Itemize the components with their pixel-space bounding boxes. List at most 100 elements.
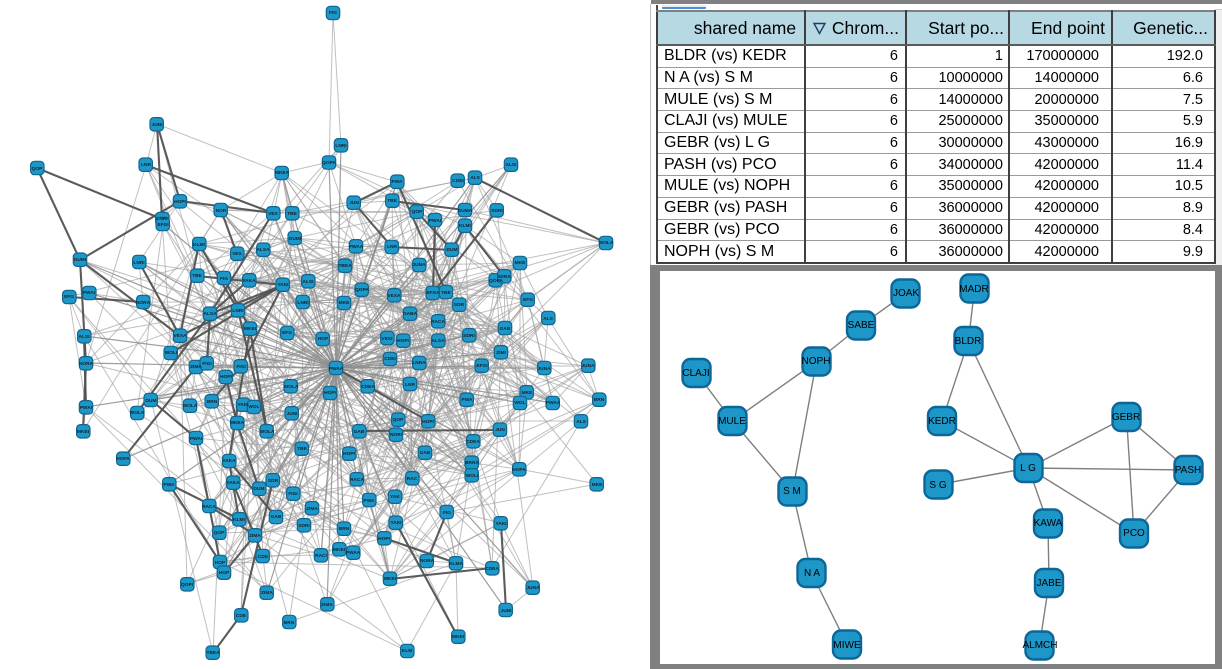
svg-text:BRN: BRN <box>339 526 350 532</box>
svg-text:ALSA: ALSA <box>256 247 270 253</box>
svg-text:ZIMA: ZIMA <box>261 590 273 596</box>
svg-text:ZIMA: ZIMA <box>306 506 318 512</box>
svg-text:SDR: SDR <box>454 302 465 308</box>
svg-text:KAWA: KAWA <box>1034 518 1063 529</box>
svg-text:EFGA: EFGA <box>426 290 440 296</box>
svg-text:BRN: BRN <box>594 397 605 403</box>
svg-text:JOAK: JOAK <box>893 288 919 299</box>
svg-text:ALS: ALS <box>543 316 553 322</box>
svg-text:WOLA: WOLA <box>599 240 614 246</box>
svg-text:SABE: SABE <box>848 320 875 331</box>
svg-text:HOP: HOP <box>219 570 230 576</box>
svg-text:PWA: PWA <box>462 397 473 403</box>
svg-text:LNRI: LNRI <box>297 300 309 306</box>
svg-text:MKE: MKE <box>592 482 603 488</box>
svg-text:L G: L G <box>1020 463 1036 474</box>
svg-text:HOPA: HOPA <box>116 456 130 462</box>
svg-text:ALS: ALS <box>470 175 480 181</box>
svg-text:KLMI: KLMI <box>193 242 205 248</box>
svg-text:MKEI: MKEI <box>333 547 346 553</box>
svg-text:PWAA: PWAA <box>346 550 361 556</box>
svg-text:GAB: GAB <box>271 514 282 520</box>
svg-text:SDRI: SDRI <box>491 208 503 214</box>
svg-text:GEBR: GEBR <box>1112 412 1140 423</box>
svg-text:GABA: GABA <box>403 311 418 317</box>
svg-text:FIGI: FIGI <box>236 364 246 370</box>
svg-text:JUNA: JUNA <box>526 585 540 591</box>
svg-text:LNR: LNR <box>387 244 397 250</box>
svg-text:FIGI: FIGI <box>202 361 212 367</box>
svg-text:TBE: TBE <box>297 446 307 452</box>
svg-text:EFG: EFG <box>64 294 74 300</box>
svg-text:SDRI: SDRI <box>298 523 310 529</box>
svg-text:DUMI: DUMI <box>289 236 302 242</box>
svg-text:MKEA: MKEA <box>230 420 245 426</box>
svg-text:RAC: RAC <box>407 476 418 482</box>
svg-text:FIG: FIG <box>220 276 228 282</box>
svg-text:HOPI: HOPI <box>422 419 434 425</box>
svg-text:PWA: PWA <box>164 482 175 488</box>
svg-text:RACA: RACA <box>431 319 445 325</box>
svg-text:VEXA: VEXA <box>387 293 401 299</box>
svg-text:YAKA: YAKA <box>226 480 240 486</box>
svg-text:CDE: CDE <box>258 554 269 560</box>
svg-text:GAB: GAB <box>420 450 431 456</box>
svg-text:JUN: JUN <box>495 427 505 433</box>
svg-text:NOR: NOR <box>216 208 227 214</box>
svg-text:VEXA: VEXA <box>173 333 187 339</box>
svg-text:VEX: VEX <box>268 211 278 217</box>
svg-text:QOPA: QOPA <box>489 278 503 284</box>
svg-text:SDR: SDR <box>268 478 279 484</box>
svg-text:EFG: EFG <box>282 330 292 336</box>
svg-text:KEDR: KEDR <box>928 416 956 427</box>
svg-text:VEXI: VEXI <box>382 336 394 342</box>
svg-text:WOL: WOL <box>248 404 259 410</box>
svg-text:QOP: QOP <box>412 209 423 215</box>
svg-text:PCO: PCO <box>1123 528 1145 539</box>
svg-text:NORA: NORA <box>420 558 435 564</box>
svg-text:LNRI: LNRI <box>156 216 168 222</box>
svg-text:ZIMA: ZIMA <box>190 364 202 370</box>
svg-text:LNRA: LNRA <box>412 360 426 366</box>
svg-text:WOLA: WOLA <box>260 429 275 435</box>
svg-text:LNRI: LNRI <box>133 260 145 266</box>
svg-text:LNR: LNR <box>405 382 415 388</box>
svg-text:BRN: BRN <box>207 399 218 405</box>
svg-text:YAK: YAK <box>390 494 400 500</box>
svg-text:TBEA: TBEA <box>338 263 352 269</box>
svg-text:NORI: NORI <box>390 432 403 438</box>
svg-text:HOPI: HOPI <box>324 390 336 396</box>
svg-text:HOPI: HOPI <box>397 338 409 344</box>
svg-text:RACA: RACA <box>202 504 216 510</box>
svg-text:MKE: MKE <box>522 390 533 396</box>
svg-text:YAKI: YAKI <box>237 402 249 408</box>
svg-text:CDEI: CDEI <box>384 356 396 362</box>
svg-text:JUN: JUN <box>349 200 359 206</box>
svg-text:BRN: BRN <box>284 620 295 626</box>
svg-text:YAKI: YAKI <box>277 282 289 288</box>
svg-text:QOP: QOP <box>393 417 404 423</box>
svg-text:CDEA: CDEA <box>485 566 499 572</box>
svg-text:EFG: EFG <box>523 297 533 303</box>
svg-text:ALSI: ALSI <box>506 162 518 168</box>
svg-text:JUNA: JUNA <box>412 262 426 268</box>
svg-text:TBE: TBE <box>287 211 297 217</box>
svg-text:NORA: NORA <box>79 361 94 367</box>
svg-text:FIG: FIG <box>329 10 337 16</box>
svg-text:YAKA: YAKA <box>242 278 256 284</box>
svg-text:DUMA: DUMA <box>458 208 473 214</box>
svg-text:NORA: NORA <box>136 300 151 306</box>
svg-text:ALSI: ALSI <box>303 279 315 285</box>
svg-text:SDRA: SDRA <box>497 274 511 280</box>
svg-text:QOP: QOP <box>32 166 43 172</box>
svg-text:KLMI: KLMI <box>233 517 245 523</box>
svg-text:JUNA: JUNA <box>581 363 595 369</box>
svg-text:PWAA: PWAA <box>546 400 561 406</box>
svg-text:QOPI: QOPI <box>181 582 194 588</box>
svg-text:QOPA: QOPA <box>322 160 336 166</box>
svg-text:ALSA: ALSA <box>431 338 445 344</box>
svg-text:JUNI: JUNI <box>287 411 299 417</box>
svg-text:DUM: DUM <box>447 247 458 253</box>
svg-text:ZIMA: ZIMA <box>249 533 261 539</box>
svg-text:ALS: ALS <box>576 419 586 425</box>
